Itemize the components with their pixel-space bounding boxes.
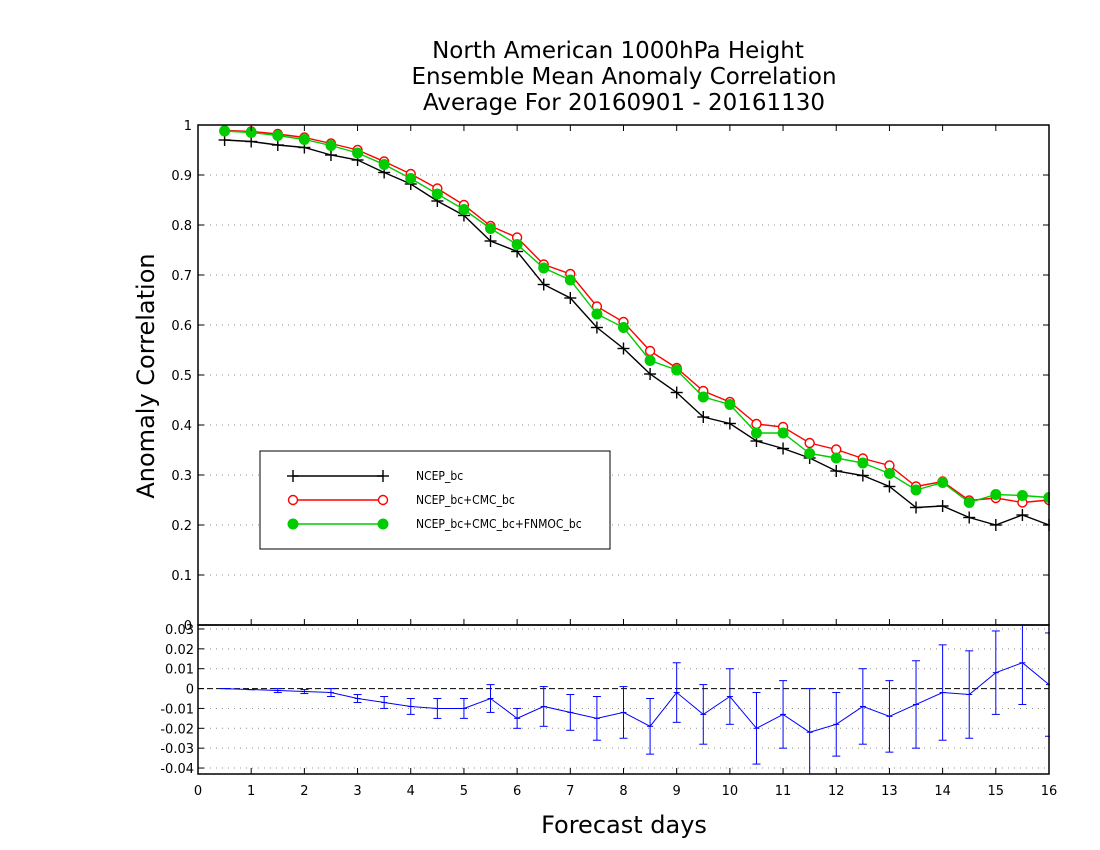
- x-axis-label: Forecast days: [541, 811, 707, 839]
- x-tick-label: 6: [513, 784, 521, 799]
- diff-plot-frame: [197, 624, 1050, 775]
- series-1-point: [644, 345, 656, 357]
- series-2-point: [644, 355, 656, 366]
- series-2-point: [990, 489, 1002, 500]
- diff-y-tick-label: -0.01: [160, 702, 194, 717]
- series-2-point: [724, 399, 736, 410]
- series-2-point: [1016, 490, 1028, 501]
- series-2-point: [405, 173, 417, 184]
- series-1-point: [751, 418, 762, 430]
- series-line-1: [224, 129, 1050, 504]
- y-tick-label: 0.5: [171, 369, 192, 384]
- series-2-point: [378, 159, 390, 170]
- series-2-point: [591, 308, 603, 320]
- series-2-point: [538, 262, 550, 274]
- series-2-point: [511, 239, 523, 250]
- y-tick-label: 0.1: [171, 569, 192, 584]
- tick-labels-group: 0 0.1 0.2 0.3 0.4 0.5 0.6 0.7 0.8 0.9 1 -0.04 -0.03 -…: [160, 119, 1057, 799]
- series-2-point: [458, 204, 470, 215]
- series-2-point: [298, 134, 310, 145]
- y-tick-label: 0.6: [171, 319, 192, 334]
- series-line-0: [224, 139, 1050, 526]
- series-2-point: [352, 147, 364, 159]
- y-tick-label: 0.4: [171, 419, 192, 434]
- x-tick-label: 4: [407, 784, 415, 799]
- series-2-point: [325, 140, 337, 151]
- x-tick-label: 3: [353, 784, 361, 799]
- x-tick-label: 12: [828, 784, 845, 799]
- main-series-group: [218, 125, 1050, 531]
- series-2-point: [883, 468, 895, 479]
- series-2-point: [618, 322, 629, 333]
- diff-y-tick-label: 0: [186, 683, 194, 698]
- series-2-point: [963, 497, 975, 508]
- x-tick-label: 11: [775, 784, 792, 799]
- series-2-point: [485, 223, 497, 234]
- x-tick-label: 0: [194, 784, 202, 799]
- x-tick-label: 7: [566, 784, 574, 799]
- y-tick-label: 0: [184, 619, 192, 634]
- diff-series-line: [224, 662, 1050, 733]
- x-tick-label: 9: [673, 784, 681, 799]
- legend-label-2: NCEP_bc+CMC_bc+FNMOC_bc: [416, 517, 582, 531]
- diff-y-tick-label: 0.02: [165, 643, 194, 658]
- main-plot-frame: [197, 124, 1050, 626]
- series-2-point: [777, 427, 789, 439]
- series-2-point: [671, 364, 683, 376]
- series-line-2: [224, 130, 1050, 504]
- legend: NCEP_bc NCEP_bc+CMC_bc NCEP_bc+CMC_bc+FNMO…: [259, 450, 611, 550]
- y-tick-label: 0.7: [171, 269, 192, 284]
- series-2-point: [272, 130, 284, 141]
- x-tick-label: 13: [881, 784, 898, 799]
- series-2-point: [564, 274, 576, 286]
- x-tick-label: 14: [934, 784, 951, 799]
- series-2-point: [219, 125, 231, 137]
- series-2-point: [857, 457, 869, 469]
- y-tick-label: 0.8: [171, 219, 192, 234]
- series-2-point: [910, 484, 922, 496]
- diff-y-tick-label: -0.03: [160, 742, 194, 757]
- diff-y-tick-label: -0.02: [160, 722, 194, 737]
- axes-group: [197, 124, 1050, 775]
- diff-series-group: [220, 625, 1050, 774]
- x-tick-label: 10: [722, 784, 739, 799]
- legend-label-0: NCEP_bc: [416, 469, 463, 483]
- series-2-point: [830, 452, 842, 464]
- x-tick-label: 2: [300, 784, 308, 799]
- legend-marker-start-1: [287, 494, 299, 506]
- y-tick-label: 1: [184, 119, 192, 134]
- x-tick-label: 5: [460, 784, 468, 799]
- series-2-point: [937, 477, 949, 488]
- x-tick-label: 8: [619, 784, 627, 799]
- y-tick-label: 0.3: [171, 469, 192, 484]
- diff-y-tick-label: 0.01: [165, 663, 194, 678]
- chart-title-line-2: Ensemble Mean Anomaly Correlation: [411, 64, 836, 90]
- diff-y-tick-label: -0.04: [160, 762, 194, 777]
- diff-y-tick-label: 0.03: [165, 623, 194, 638]
- x-tick-label: 1: [247, 784, 255, 799]
- x-tick-label: 16: [1041, 784, 1058, 799]
- series-2-point: [750, 427, 762, 439]
- series-1-point: [804, 437, 815, 449]
- legend-marker-end-1: [377, 494, 389, 506]
- legend-marker-end-2: [377, 518, 389, 530]
- series-2-point: [804, 448, 816, 459]
- legend-marker-start-2: [287, 518, 299, 530]
- legend-label-1: NCEP_bc+CMC_bc: [416, 493, 515, 507]
- y-axis-label: Anomaly Correlation: [132, 253, 160, 498]
- chart-title-line-1: North American 1000hPa Height: [432, 38, 804, 64]
- x-tick-label: 15: [988, 784, 1005, 799]
- series-2-point: [697, 391, 709, 403]
- series-2-point: [431, 188, 443, 200]
- chart-title-line-3: Average For 20160901 - 20161130: [423, 90, 825, 116]
- chart-title-group: North American 1000hPa Height Ensemble M…: [411, 38, 836, 116]
- y-tick-label: 0.2: [171, 519, 192, 534]
- y-tick-label: 0.9: [171, 169, 192, 184]
